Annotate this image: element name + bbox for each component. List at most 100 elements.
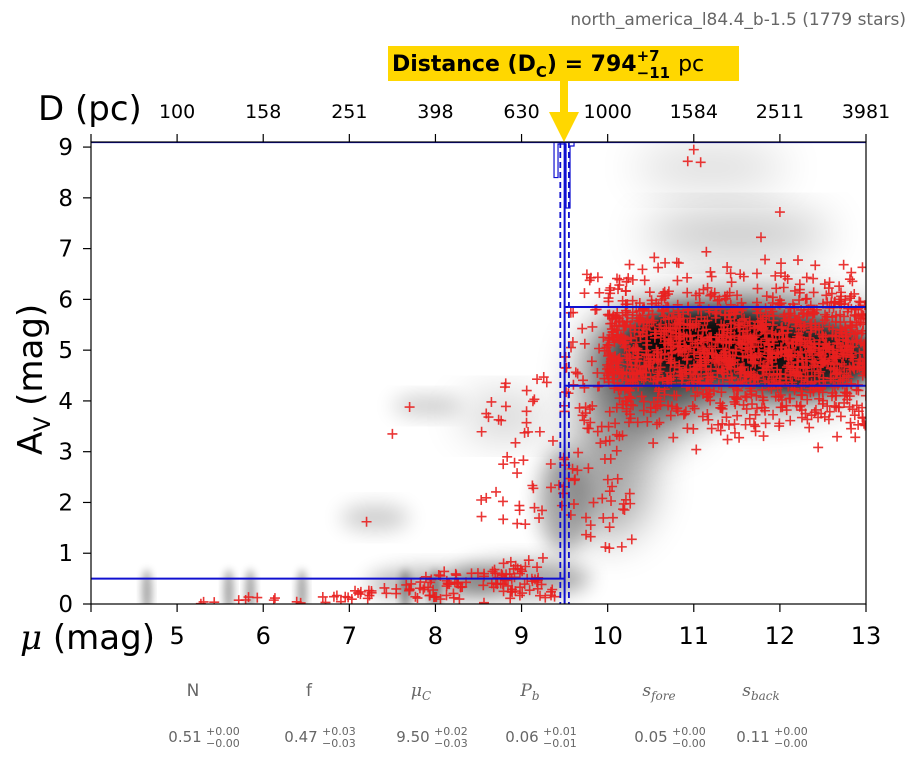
- star-point: [840, 331, 851, 342]
- param-minus: −0.01: [543, 737, 577, 750]
- star-point: [538, 372, 549, 383]
- star-point: [704, 306, 715, 317]
- star-point: [816, 348, 827, 359]
- star-point: [792, 255, 803, 266]
- star-point: [572, 465, 583, 476]
- star-point: [577, 323, 588, 334]
- star-point: [604, 486, 615, 497]
- star-point: [741, 392, 752, 403]
- star-point: [771, 283, 782, 294]
- star-point: [632, 417, 643, 428]
- x2-tick-label: 100: [159, 101, 195, 123]
- star-point: [736, 367, 747, 378]
- star-point: [712, 337, 723, 348]
- star-point: [567, 463, 578, 474]
- param-name-sub: back: [751, 689, 780, 703]
- star-point: [773, 348, 784, 359]
- star-point: [639, 275, 650, 286]
- star-point: [796, 390, 807, 401]
- x2-tick-label: 2511: [756, 101, 804, 123]
- star-point: [794, 335, 805, 346]
- star-point: [794, 401, 805, 412]
- star-point: [521, 406, 532, 417]
- star-point: [597, 493, 608, 504]
- star-point: [751, 268, 762, 279]
- star-point: [619, 338, 630, 349]
- star-point: [686, 374, 697, 385]
- star-point: [627, 274, 638, 285]
- star-point: [850, 328, 861, 339]
- star-point: [796, 336, 807, 347]
- star-point: [610, 351, 621, 362]
- star-point: [607, 481, 618, 492]
- star-point: [404, 402, 415, 413]
- param-value: 0.51: [168, 728, 201, 746]
- star-point: [412, 593, 423, 604]
- star-point: [678, 409, 689, 420]
- y-tick-label: 6: [58, 287, 73, 313]
- param-plus: +0.00: [206, 725, 240, 738]
- star-point: [781, 400, 792, 411]
- star-point: [713, 419, 724, 430]
- star-point: [612, 473, 623, 484]
- star-point: [839, 390, 850, 401]
- star-point: [648, 315, 659, 326]
- param-value: 0.05: [634, 728, 667, 746]
- star-point: [845, 320, 856, 331]
- star-point: [596, 421, 607, 432]
- callout-unit: pc: [678, 52, 704, 77]
- star-point: [487, 566, 498, 577]
- star-point: [690, 322, 701, 333]
- star-point: [547, 435, 558, 446]
- star-point: [690, 290, 701, 301]
- star-point: [835, 317, 846, 328]
- star-point: [739, 313, 750, 324]
- star-point: [672, 406, 683, 417]
- star-point: [703, 414, 714, 425]
- star-point: [663, 353, 674, 364]
- star-point: [611, 366, 622, 377]
- star-point: [499, 382, 510, 393]
- star-point: [793, 312, 804, 323]
- star-point: [586, 356, 597, 367]
- star-point: [620, 286, 631, 297]
- param-plus: +0.03: [322, 725, 356, 738]
- star-point: [757, 365, 768, 376]
- star-point: [717, 418, 728, 429]
- star-point: [624, 259, 635, 270]
- star-point: [858, 346, 866, 357]
- star-point: [675, 314, 686, 325]
- star-point: [674, 366, 685, 377]
- star-point: [532, 374, 543, 385]
- star-point: [764, 368, 775, 379]
- star-point: [509, 457, 520, 468]
- star-point: [682, 287, 693, 298]
- star-point: [846, 349, 857, 360]
- star-point: [714, 294, 725, 305]
- param-plus: +0.00: [672, 725, 706, 738]
- star-point: [770, 270, 781, 281]
- param-minus: −0.00: [206, 737, 240, 750]
- star-point: [448, 592, 459, 603]
- star-point: [668, 432, 679, 443]
- star-point: [850, 432, 861, 443]
- star-point: [688, 144, 699, 155]
- star-point: [715, 398, 726, 409]
- star-point: [758, 324, 769, 335]
- star-point: [690, 390, 701, 401]
- star-point: [663, 322, 674, 333]
- star-point: [745, 366, 756, 377]
- star-point: [800, 408, 811, 419]
- star-point: [752, 283, 763, 294]
- star-point: [751, 297, 762, 308]
- x-tick-label: 13: [851, 622, 882, 650]
- star-point: [859, 340, 866, 351]
- star-point: [663, 286, 674, 297]
- star-point: [666, 312, 677, 323]
- star-point: [835, 287, 846, 298]
- star-point: [617, 430, 628, 441]
- star-point: [659, 334, 670, 345]
- star-point: [631, 369, 642, 380]
- star-point: [653, 386, 664, 397]
- star-point: [807, 309, 818, 320]
